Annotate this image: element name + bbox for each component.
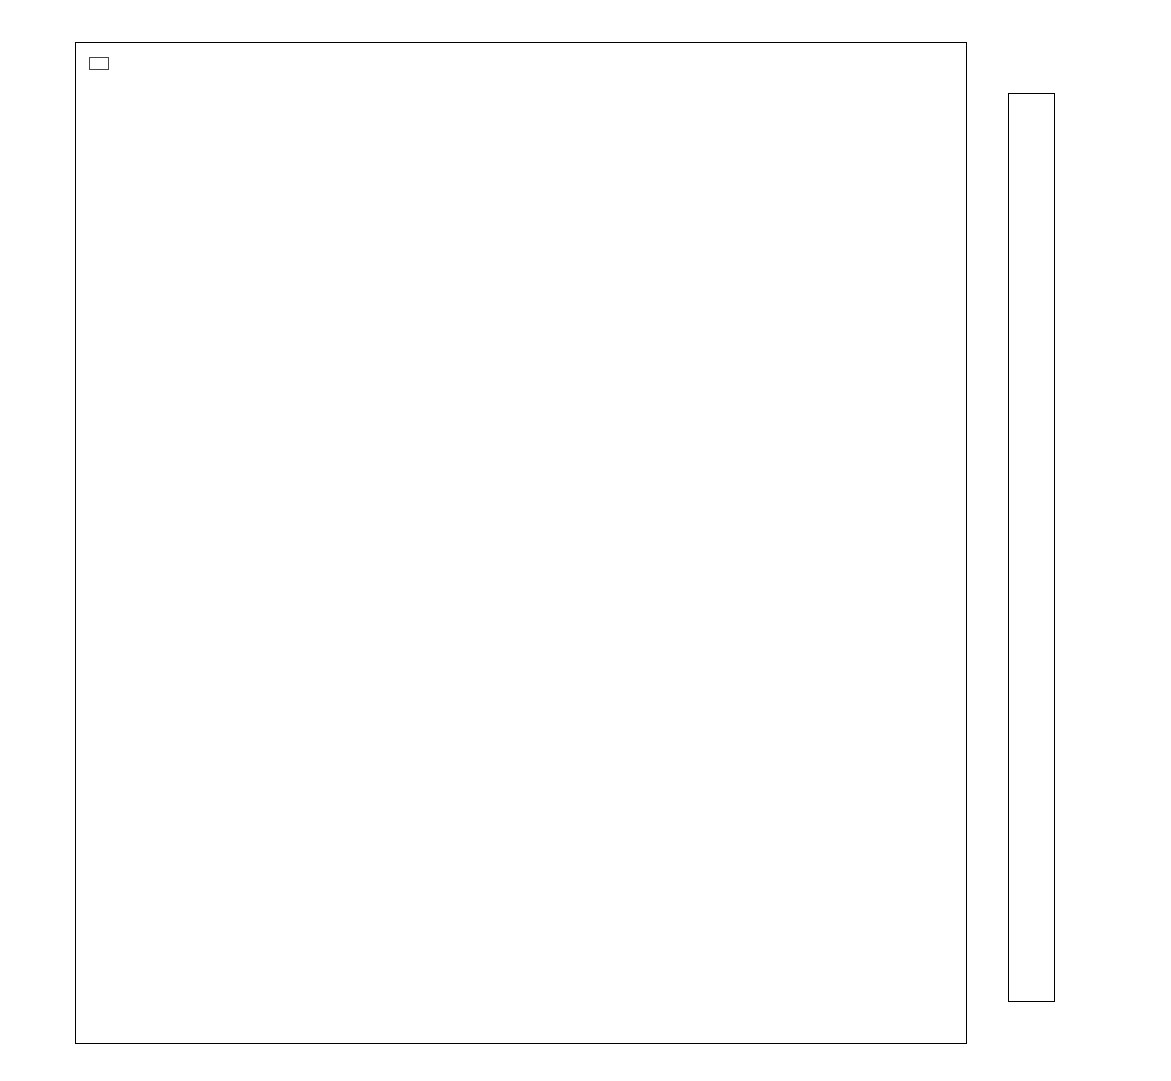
product-info-box: [89, 57, 109, 70]
radar-echo-layer: [76, 43, 966, 1043]
colorbar: [1008, 93, 1055, 1002]
map-border-layer: [76, 43, 966, 1043]
colorbar-canvas: [1009, 94, 1054, 1001]
map-plot-area: [75, 42, 967, 1044]
